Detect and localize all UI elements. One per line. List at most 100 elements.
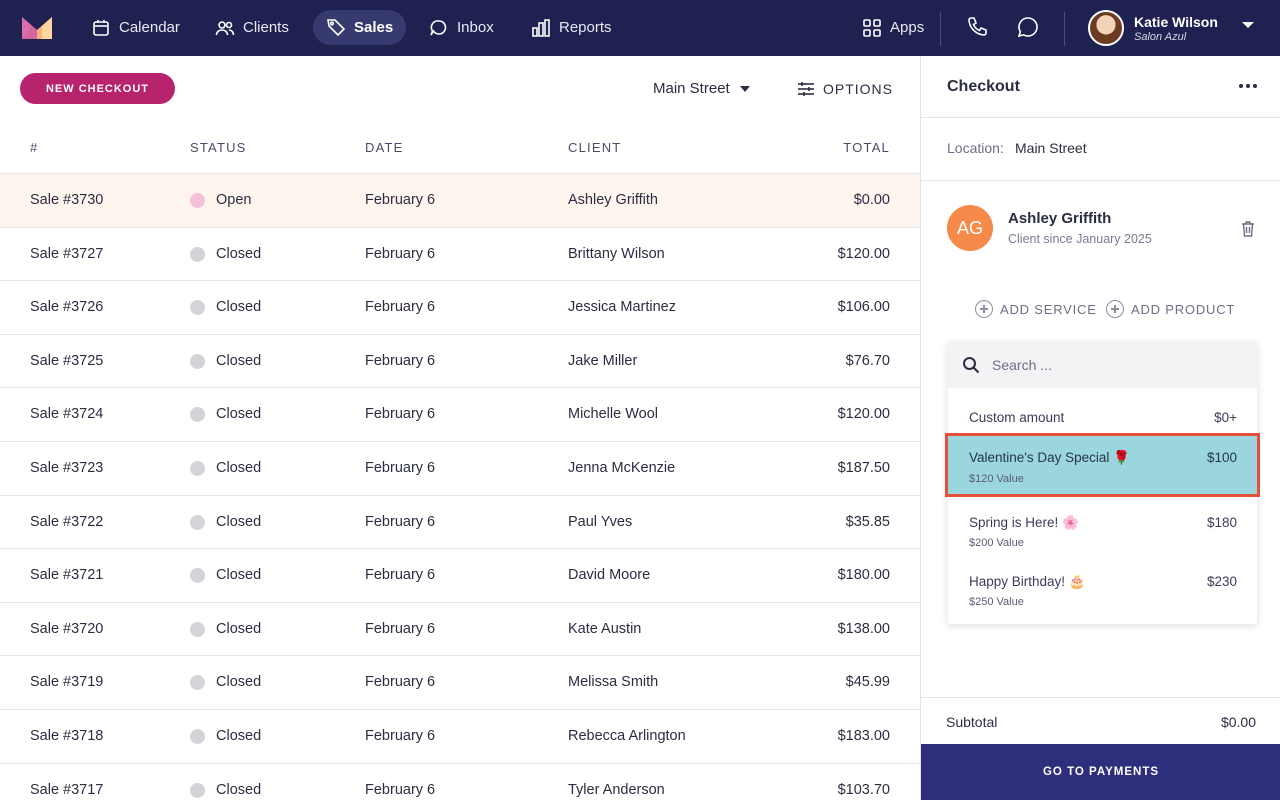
sale-number: Sale #3723 (30, 460, 103, 476)
inbox-icon (429, 18, 449, 38)
table-row[interactable]: Sale #3724 Closed February 6 Michelle Wool $… (0, 388, 920, 442)
table-row[interactable]: Sale #3725 Closed February 6 Jake Miller $76… (0, 335, 920, 389)
status-dot-icon (190, 193, 205, 208)
status-dot-icon (190, 407, 205, 422)
sale-client: Paul Yves (568, 514, 632, 530)
service-search-dropdown: Custom amount $0+ Valentine's Day Special … (948, 342, 1257, 624)
sale-client: Jessica Martinez (568, 299, 676, 315)
option-item[interactable]: Valentine's Day Special 🌹 $100 $120 Value (948, 436, 1257, 494)
column-header-status[interactable]: STATUS (190, 140, 247, 155)
table-row[interactable]: Sale #3720 Closed February 6 Kate Austin $13… (0, 603, 920, 657)
reports-icon (531, 18, 551, 38)
add-service-button[interactable]: ADD SERVICE (975, 300, 1097, 318)
search-bar (948, 342, 1257, 388)
sale-status: Closed (216, 299, 261, 315)
table-row[interactable]: Sale #3719 Closed February 6 Melissa Smith $… (0, 656, 920, 710)
sale-date: February 6 (365, 192, 435, 208)
nav-apps[interactable]: Apps (849, 10, 937, 45)
sale-number: Sale #3724 (30, 406, 103, 422)
sale-date: February 6 (365, 299, 435, 315)
checkout-title: Checkout (947, 78, 1020, 96)
option-value: $200 Value (969, 537, 1024, 549)
sale-date: February 6 (365, 460, 435, 476)
option-name: Custom amount (969, 410, 1064, 425)
remove-client-button[interactable] (1240, 220, 1256, 238)
sale-date: February 6 (365, 674, 435, 690)
nav-divider (1064, 12, 1065, 46)
nav-clients-label: Clients (243, 19, 289, 36)
nav-calendar-label: Calendar (119, 19, 180, 36)
table-row[interactable]: Sale #3721 Closed February 6 David Moore $18… (0, 549, 920, 603)
sale-client: Kate Austin (568, 621, 641, 637)
table-row[interactable]: Sale #3730 Open February 6 Ashley Griffith $… (0, 174, 920, 228)
sale-client: Brittany Wilson (568, 246, 665, 262)
option-value: $120 Value (969, 473, 1024, 485)
column-header-number[interactable]: # (30, 140, 38, 155)
table-row[interactable]: Sale #3717 Closed February 6 Tyler Anderson… (0, 764, 920, 800)
sale-date: February 6 (365, 353, 435, 369)
column-header-date[interactable]: DATE (365, 140, 404, 155)
option-item[interactable]: Happy Birthday! 🎂 $230 $250 Value (948, 553, 1257, 611)
sale-total: $120.00 (838, 246, 890, 262)
table-header: # STATUS DATE CLIENT TOTAL (0, 120, 920, 174)
table-row[interactable]: Sale #3727 Closed February 6 Brittany Wilso… (0, 228, 920, 282)
chat-bubble-icon (1017, 16, 1039, 38)
sales-list-area: NEW CHECKOUT Main Street OPTIONS # STATU… (0, 56, 920, 800)
go-to-payments-button[interactable]: GO TO PAYMENTS (921, 744, 1280, 800)
option-name: Happy Birthday! 🎂 (969, 574, 1086, 590)
table-row[interactable]: Sale #3726 Closed February 6 Jessica Martin… (0, 281, 920, 335)
nav-sales-label: Sales (354, 19, 393, 36)
status-dot-icon (190, 515, 205, 530)
sale-status: Closed (216, 674, 261, 690)
sale-total: $138.00 (838, 621, 890, 637)
nav-reports[interactable]: Reports (518, 10, 625, 45)
user-menu[interactable]: Katie Wilson Salon Azul (1088, 10, 1254, 46)
option-name: Valentine's Day Special 🌹 (969, 450, 1130, 466)
sale-status: Closed (216, 406, 261, 422)
search-input[interactable] (992, 354, 1242, 376)
option-item[interactable]: Custom amount $0+ (948, 388, 1257, 436)
column-header-total[interactable]: TOTAL (843, 140, 890, 155)
sale-status: Open (216, 192, 251, 208)
subtotal-bar: Subtotal $0.00 (921, 697, 1280, 745)
location-select[interactable]: Main Street (653, 80, 750, 97)
table-row[interactable]: Sale #3718 Closed February 6 Rebecca Arling… (0, 710, 920, 764)
nav-inbox-label: Inbox (457, 19, 494, 36)
option-price: $230 (1207, 574, 1237, 589)
sale-total: $183.00 (838, 728, 890, 744)
nav-inbox[interactable]: Inbox (416, 10, 507, 45)
phone-button[interactable] (966, 16, 990, 40)
sale-status: Closed (216, 246, 261, 262)
options-button[interactable]: OPTIONS (797, 80, 893, 98)
new-checkout-button[interactable]: NEW CHECKOUT (20, 73, 175, 104)
sale-client: Michelle Wool (568, 406, 658, 422)
column-header-client[interactable]: CLIENT (568, 140, 621, 155)
sale-client: Jake Miller (568, 353, 637, 369)
sale-client: Rebecca Arlington (568, 728, 686, 744)
trash-icon (1240, 220, 1256, 238)
sale-total: $45.99 (846, 674, 890, 690)
table-row[interactable]: Sale #3722 Closed February 6 Paul Yves $35.8… (0, 496, 920, 550)
sale-date: February 6 (365, 728, 435, 744)
sale-status: Closed (216, 782, 261, 798)
nav-sales[interactable]: Sales (313, 10, 406, 45)
status-dot-icon (190, 354, 205, 369)
option-item[interactable]: Spring is Here! 🌸 $180 $200 Value (948, 494, 1257, 553)
client-name[interactable]: Ashley Griffith (1008, 210, 1111, 227)
more-options-icon[interactable] (1239, 84, 1257, 88)
sale-client: Melissa Smith (568, 674, 658, 690)
sale-total: $106.00 (838, 299, 890, 315)
add-product-button[interactable]: ADD PRODUCT (1106, 300, 1235, 318)
sale-number: Sale #3717 (30, 782, 103, 798)
nav-reports-label: Reports (559, 19, 612, 36)
search-icon (962, 356, 980, 374)
sale-number: Sale #3721 (30, 567, 103, 583)
chat-button[interactable] (1017, 16, 1041, 40)
table-row[interactable]: Sale #3723 Closed February 6 Jenna McKenzie… (0, 442, 920, 496)
checkout-panel: Checkout Location: Main Street AG Ashley… (920, 56, 1280, 800)
nav-clients[interactable]: Clients (202, 10, 302, 45)
option-price: $100 (1207, 450, 1237, 465)
status-dot-icon (190, 247, 205, 262)
app-logo[interactable] (22, 17, 52, 39)
nav-calendar[interactable]: Calendar (78, 10, 193, 45)
